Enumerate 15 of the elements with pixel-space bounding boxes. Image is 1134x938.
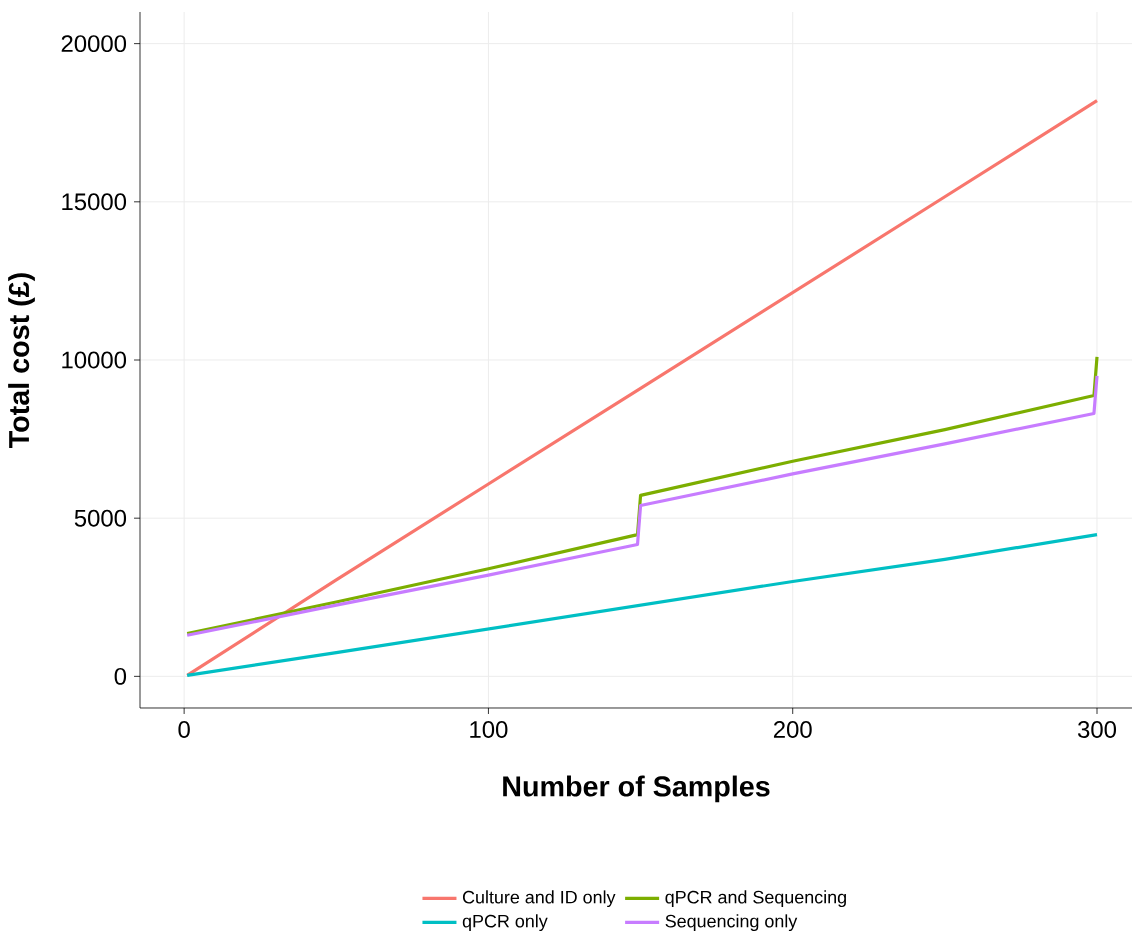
x-tick-label: 100 <box>470 720 508 738</box>
y-tick-label: 20000 <box>61 35 127 52</box>
y-axis-title: Total cost (£) <box>8 273 35 448</box>
y-tick-label: 5000 <box>74 509 127 527</box>
legend-label: qPCR and Sequencing <box>665 890 846 907</box>
x-axis-title: Number of Samples <box>503 775 770 803</box>
legend-label: Culture and ID only <box>462 890 616 907</box>
y-tick-label: 10000 <box>62 351 127 369</box>
x-tick-label: 200 <box>773 720 812 738</box>
legend-label: Sequencing only <box>665 914 798 931</box>
x-tick-label: 300 <box>1077 720 1117 738</box>
y-tick-label: 15000 <box>62 193 127 211</box>
y-tick-label: 0 <box>114 667 127 685</box>
x-tick-label: 0 <box>178 720 190 738</box>
legend-label: qPCR only <box>462 914 548 931</box>
